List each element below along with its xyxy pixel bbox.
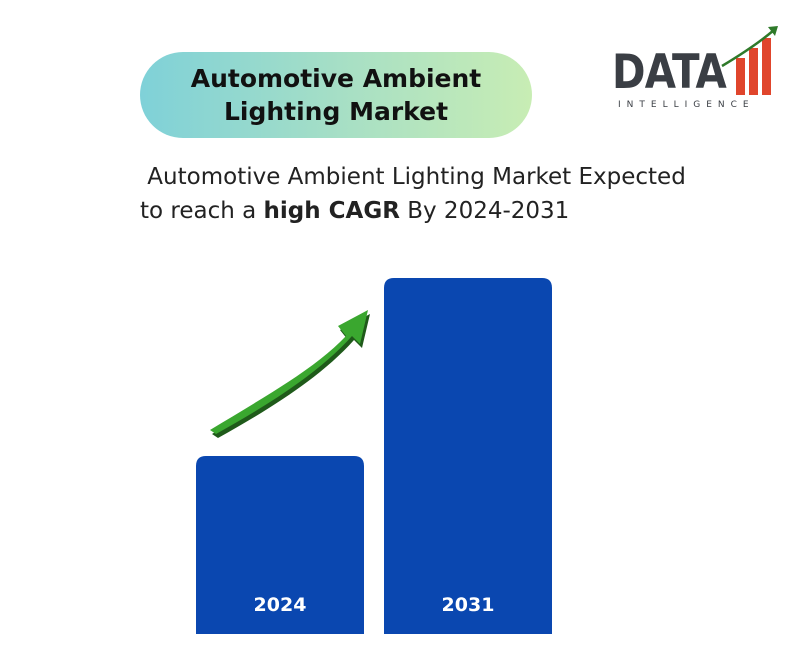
growth-arrow-icon [210,310,370,438]
title-line-2: Lighting Market [223,97,449,126]
bar-2024 [196,456,364,634]
bar-2031 [384,278,552,634]
subtitle-suffix: By 2024-2031 [399,198,570,224]
subtitle-line-2: to reach a high CAGR By 2024-2031 [140,194,760,228]
logo-wordmark: DATA [612,45,727,100]
subtitle-prefix: to reach a [140,198,264,224]
subtitle-highlight: high CAGR [263,198,400,224]
bar-label-2031: 2031 [442,594,495,616]
logo-tagline: INTELLIGENCE [618,100,755,110]
bar-label-2024: 2024 [254,594,307,616]
title-line-1: Automotive Ambient [190,64,482,93]
title-banner: Automotive Ambient Lighting Market [140,52,532,138]
headline-subtitle: Automotive Ambient Lighting Market Expec… [140,160,760,228]
rising-bars-logo-icon [721,26,778,95]
brand-logo: DATA INTELLIGENCE [612,18,782,110]
subtitle-line-1: Automotive Ambient Lighting Market Expec… [140,164,686,190]
